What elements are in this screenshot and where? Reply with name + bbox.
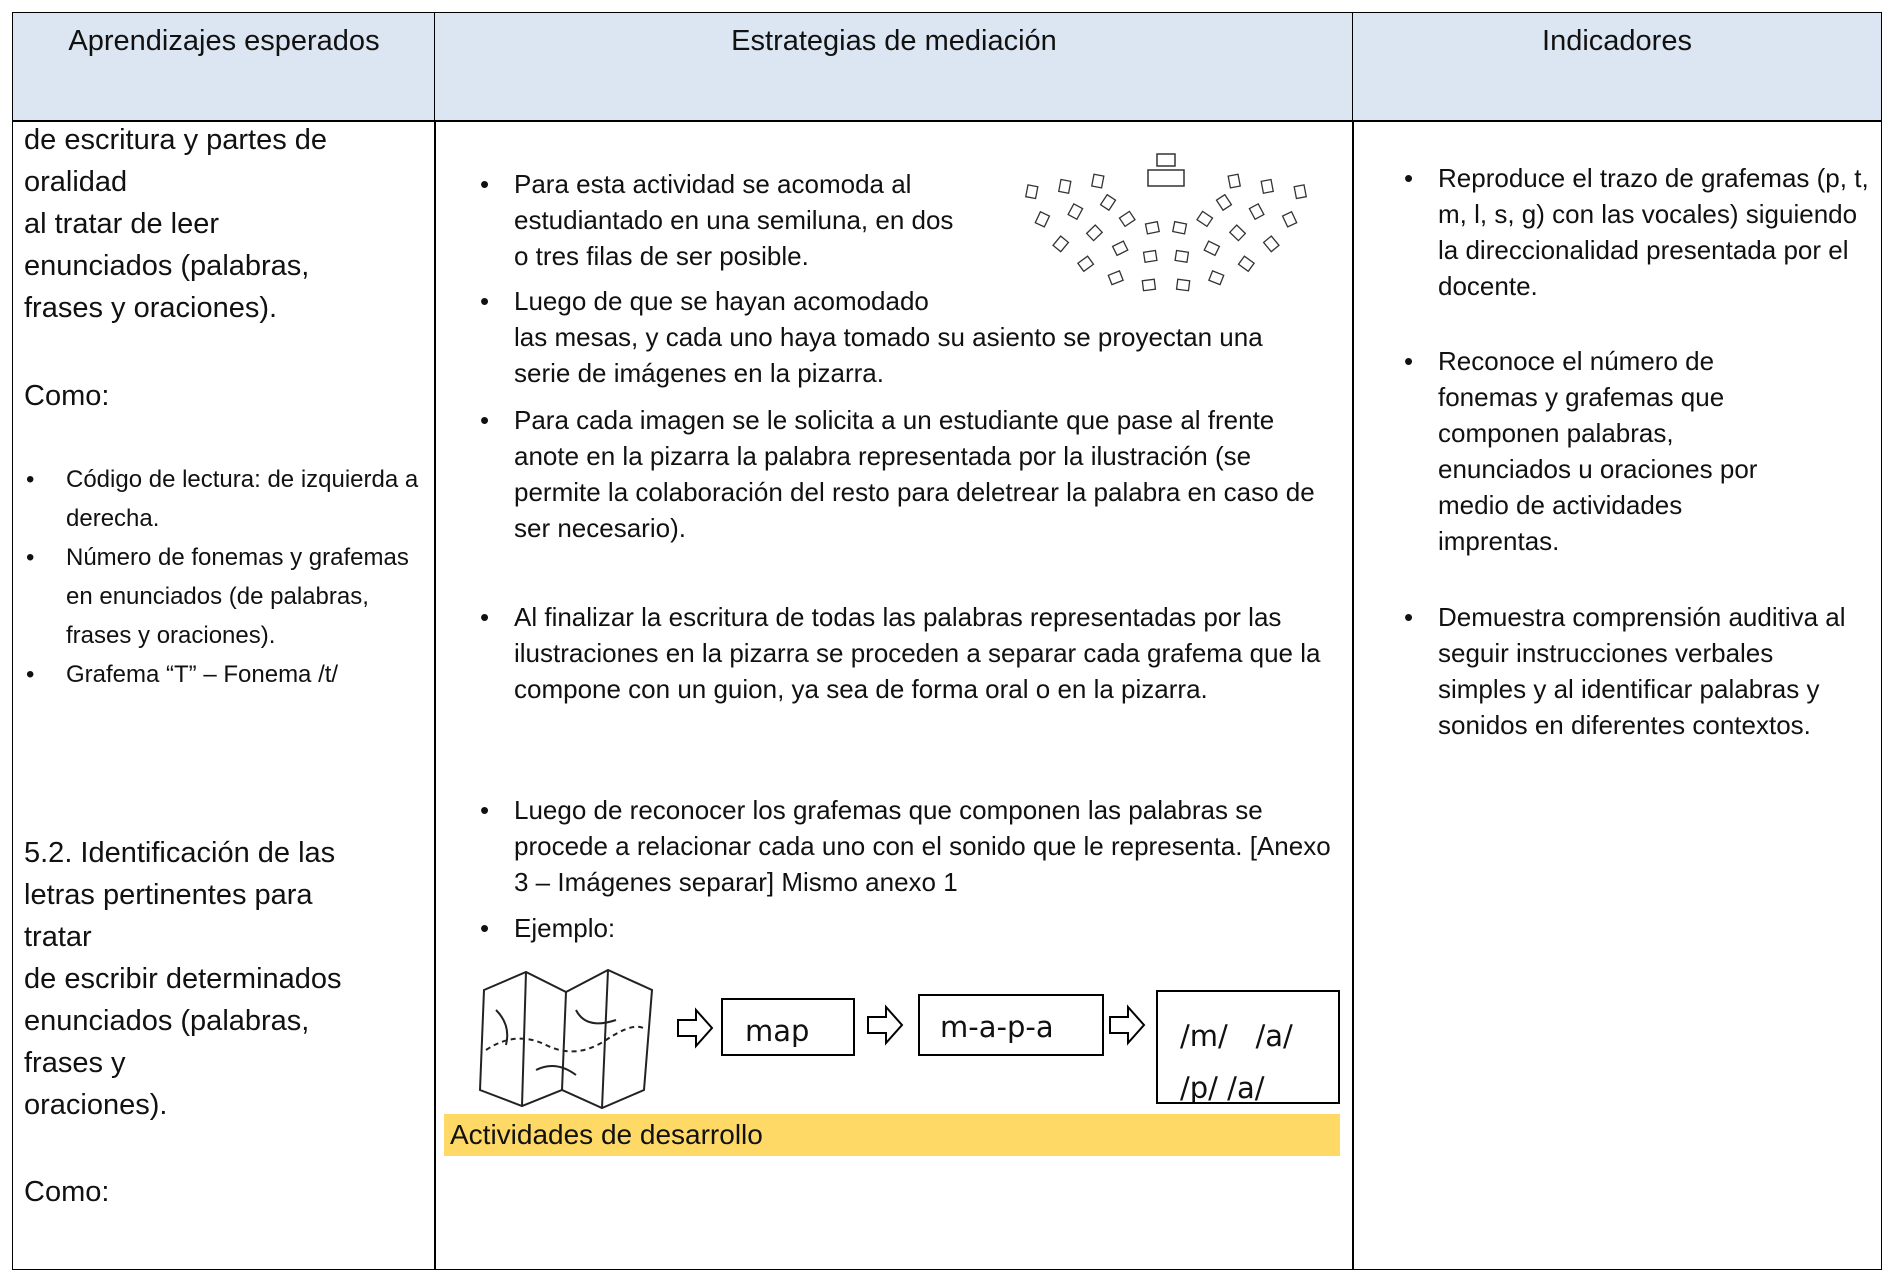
desk-icon: [1090, 173, 1105, 189]
list-item: Número de fonemas y grafemas en enunciad…: [26, 538, 436, 655]
paragraph: al tratar de leer enunciados (palabras, …: [24, 208, 310, 324]
desk-icon: [1208, 270, 1225, 286]
desk-icon: [1215, 193, 1233, 212]
list-item: Grafema “T” – Fonema /t/: [26, 655, 436, 694]
desk-icon: [1248, 203, 1265, 221]
seating-image: [1024, 153, 1308, 292]
desk-icon: [1085, 224, 1104, 242]
header-text: Estrategias de mediación: [731, 25, 1057, 57]
desk-icon: [1174, 249, 1190, 263]
paragraph: de escribir determinados enunciados (pal…: [24, 963, 342, 1079]
bullet-text: Luego de que se hayan acomodado las mesa…: [514, 286, 1263, 388]
desk-icon: [1196, 210, 1214, 228]
phoneme-line: /m/ /a/: [1180, 1019, 1293, 1053]
desk-icon: [1111, 240, 1129, 257]
desk-icon: [1099, 193, 1117, 212]
section: 5.2. Identificación de las letras pertin…: [24, 832, 374, 1126]
highlight: Actividades de desarrollo: [444, 1114, 1340, 1156]
desk-icon: [1227, 173, 1242, 189]
desk-icon: [1141, 278, 1157, 292]
bullet: Luego de que se hayan acomodado las mesa…: [480, 283, 1320, 391]
desk-icon: [1147, 169, 1185, 187]
map-icon: [478, 968, 654, 1110]
desk-icon: [1067, 203, 1084, 221]
paragraph: de escritura y partes de oralidad: [24, 124, 328, 198]
bullet: Reconoce el número de fonemas y grafemas…: [1404, 343, 1804, 559]
desk-icon: [1228, 224, 1247, 242]
list-item: Código de lectura: de izquierda a derech…: [26, 460, 436, 538]
bullet: Para cada imagen se le solicita a un est…: [480, 402, 1340, 546]
desk-icon: [1024, 184, 1039, 200]
desk-icon: [1034, 210, 1051, 228]
phoneme-box: /m/ /a/ /p/ /a/: [1156, 990, 1340, 1104]
label: Como:: [24, 1176, 110, 1208]
header-cell: Indicadores: [1352, 12, 1882, 122]
desk-icon: [1203, 240, 1221, 257]
list: Código de lectura: de izquierda a derech…: [24, 460, 436, 694]
paragraph: 5.2. Identificación de las letras pertin…: [24, 837, 336, 953]
desk-icon: [1175, 278, 1191, 292]
desk-icon: [1281, 210, 1298, 228]
desk-icon: [1171, 220, 1188, 235]
header-text: Aprendizajes esperados: [68, 25, 380, 57]
phoneme-line: /p/ /a/: [1180, 1071, 1265, 1104]
word-box: map: [721, 998, 855, 1056]
desk-icon: [1262, 235, 1280, 253]
word-box: m-a-p-a: [918, 994, 1104, 1056]
desk-icon: [1107, 270, 1124, 286]
bullet: Demuestra comprensión auditiva al seguir…: [1404, 599, 1864, 743]
bullet: Al finalizar la escritura de todas las p…: [480, 599, 1340, 707]
desk-icon: [1118, 210, 1136, 228]
bullet: Para esta actividad se acomoda al estudi…: [480, 166, 960, 274]
example-graphic: [478, 968, 1146, 1110]
desk-icon: [1293, 184, 1308, 200]
desk-icon: [1156, 153, 1176, 167]
arrows: [677, 1004, 1146, 1049]
desk-icon: [1057, 178, 1072, 194]
intro: de escritura y partes de oralidad al tra…: [24, 119, 374, 329]
bullet: Luego de reconocer los grafemas que comp…: [480, 792, 1340, 900]
label: Como:: [24, 380, 110, 412]
bullet: Reproduce el trazo de grafemas (p, t, m,…: [1404, 160, 1874, 304]
paragraph: oraciones).: [24, 1089, 168, 1121]
desk-icon: [1142, 249, 1158, 263]
bullet: Ejemplo:: [480, 910, 1340, 946]
desk-icon: [1260, 178, 1275, 194]
header-cell: Estrategias de mediación: [434, 12, 1354, 122]
desk-icon: [1144, 220, 1161, 235]
header-cell: Aprendizajes esperados: [12, 12, 436, 122]
desk-icon: [1052, 235, 1070, 253]
desk-icon: [1076, 255, 1095, 273]
header-text: Indicadores: [1542, 25, 1692, 57]
desk-icon: [1237, 255, 1256, 273]
